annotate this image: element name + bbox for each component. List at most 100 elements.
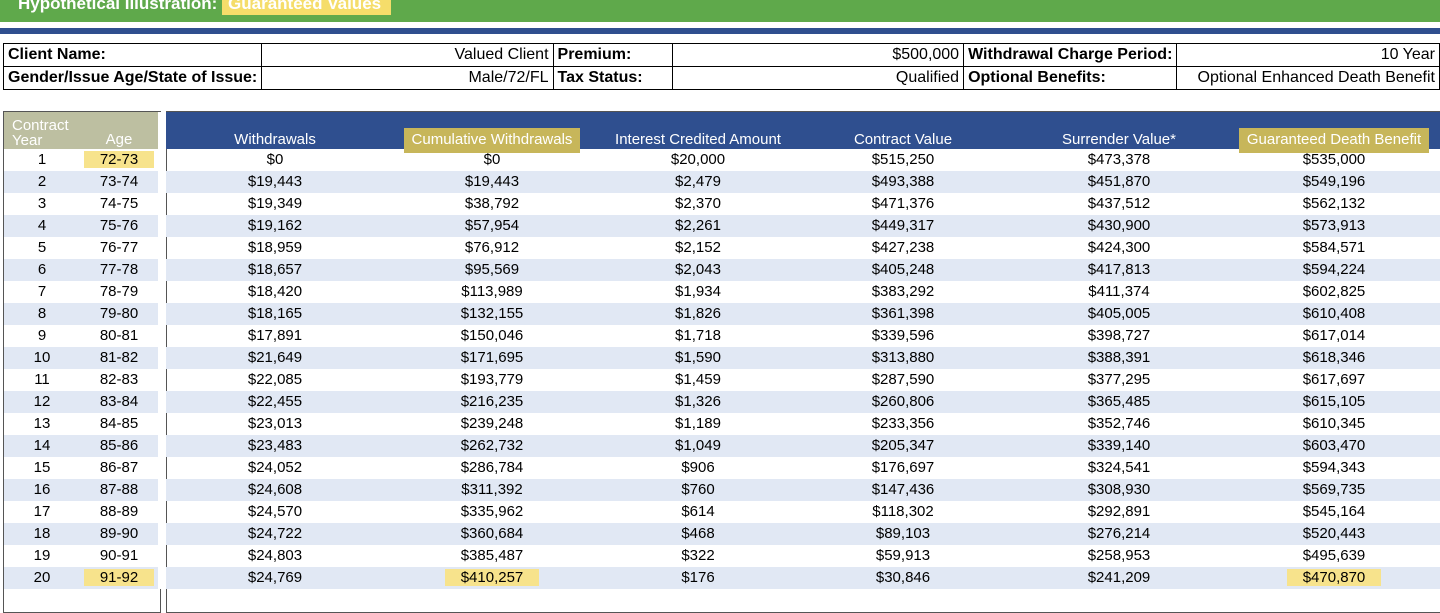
contract-year-value: 6 <box>37 261 47 278</box>
surrender-value-value: $276,214 <box>1087 525 1151 542</box>
contract-value-value: $176,697 <box>871 459 935 476</box>
guaranteed-death-benefit-cell: $594,343 <box>1228 457 1440 479</box>
cumulative-withdrawals-value: $113,989 <box>461 283 523 300</box>
interest-credited-cell: $760 <box>600 479 796 501</box>
cumulative-withdrawals-value: $385,487 <box>460 547 524 564</box>
column-gap <box>158 171 166 193</box>
contract-year-cell: 15 <box>4 457 80 479</box>
guaranteed-death-benefit-cell: $569,735 <box>1228 479 1440 501</box>
surrender-value-cell: $324,541 <box>1010 457 1228 479</box>
contract-year-cell: 18 <box>4 523 80 545</box>
withdrawals-value: $18,959 <box>247 239 303 256</box>
withdrawals-cell: $19,349 <box>166 193 384 215</box>
guaranteed-death-benefit-cell: $470,870 <box>1228 567 1440 589</box>
cumulative-withdrawals-header: Cumulative Withdrawals <box>384 112 600 153</box>
surrender-value-cell: $339,140 <box>1010 435 1228 457</box>
withdrawals-value: $24,722 <box>247 525 303 542</box>
age-value: 91-92 <box>83 569 155 586</box>
table-row: 14 85-86 $23,483 $262,732 $1,049 $205,347 $339… <box>4 435 1440 457</box>
age-value: 74-75 <box>99 195 139 212</box>
guaranteed-death-benefit-value: $615,105 <box>1302 393 1366 410</box>
surrender-value-value: $451,870 <box>1087 173 1151 190</box>
guaranteed-death-benefit-value: $594,224 <box>1302 261 1366 278</box>
contract-year-value: 15 <box>33 459 51 476</box>
withdrawals-value: $19,349 <box>247 195 303 212</box>
guaranteed-death-benefit-cell: $520,443 <box>1228 523 1440 545</box>
client-name-label: Client Name: <box>2 43 263 67</box>
contract-year-cell: 13 <box>4 413 80 435</box>
contract-year-value: 19 <box>33 547 51 564</box>
guaranteed-death-benefit-value: $545,164 <box>1302 503 1366 520</box>
age-cell: 72-73 <box>80 149 158 171</box>
age-value: 79-80 <box>99 305 139 322</box>
guaranteed-death-benefit-value: $594,343 <box>1302 459 1366 476</box>
surrender-value-cell: $405,005 <box>1010 303 1228 325</box>
interest-credited-value: $2,479 <box>675 173 721 190</box>
withdrawals-cell: $18,959 <box>166 237 384 259</box>
surrender-value-value: $473,378 <box>1087 151 1151 168</box>
cumulative-withdrawals-cell: $19,443 <box>384 171 600 193</box>
table-row: 7 78-79 $18,420 $113,989 $1,934 $383,292 $411,… <box>4 281 1440 303</box>
table-row: 20 91-92 $24,769 $410,257 $176 $30,846 $241,20… <box>4 567 1440 589</box>
interest-credited-cell: $906 <box>600 457 796 479</box>
contract-year-cell: 8 <box>4 303 80 325</box>
guaranteed-death-benefit-value: $470,870 <box>1286 569 1382 586</box>
contract-value-value: $313,880 <box>871 349 935 366</box>
cumulative-withdrawals-value: $335,962 <box>460 503 524 520</box>
surrender-value-cell: $365,485 <box>1010 391 1228 413</box>
interest-credited-cell: $176 <box>600 567 796 589</box>
client-name-value: Valued Client <box>261 43 554 67</box>
surrender-value-cell: $398,727 <box>1010 325 1228 347</box>
column-gap <box>158 193 166 215</box>
surrender-value-cell: $473,378 <box>1010 149 1228 171</box>
surrender-value-header: Surrender Value* <box>1010 112 1228 149</box>
cumulative-withdrawals-value: $239,248 <box>460 415 524 432</box>
withdrawals-cell: $22,085 <box>166 369 384 391</box>
table-row: 9 80-81 $17,891 $150,046 $1,718 $339,596 $398,… <box>4 325 1440 347</box>
surrender-value-value: $339,140 <box>1087 437 1151 454</box>
tax-status-value: Qualified <box>672 66 965 90</box>
withdrawals-cell: $24,803 <box>166 545 384 567</box>
info-row: Client Name: Valued Client Premium: $500… <box>2 43 1440 67</box>
column-gap <box>158 501 166 523</box>
contract-value-cell: $59,913 <box>796 545 1010 567</box>
withdrawals-value: $24,052 <box>247 459 303 476</box>
cumulative-withdrawals-value: $76,912 <box>464 239 520 256</box>
surrender-value-cell: $258,953 <box>1010 545 1228 567</box>
tax-status-label: Tax Status: <box>552 66 674 90</box>
cumulative-withdrawals-cell: $76,912 <box>384 237 600 259</box>
page-title: Hypothetical Illustration: Guaranteed Va… <box>18 0 392 15</box>
contract-value-value: $260,806 <box>871 393 935 410</box>
age-value: 73-74 <box>99 173 139 190</box>
surrender-value-value: $258,953 <box>1087 547 1151 564</box>
guaranteed-death-benefit-cell: $495,639 <box>1228 545 1440 567</box>
surrender-value-cell: $276,214 <box>1010 523 1228 545</box>
age-cell: 83-84 <box>80 391 158 413</box>
table-row: 1 72-73 $0 $0 $20,000 $515,250 $473,378 $535,00… <box>4 149 1440 171</box>
interest-credited-value: $2,043 <box>675 261 721 278</box>
interest-credited-value: $2,261 <box>675 217 721 234</box>
surrender-value-cell: $292,891 <box>1010 501 1228 523</box>
interest-credited-value: $1,590 <box>675 349 721 366</box>
guaranteed-death-benefit-value: $562,132 <box>1302 195 1366 212</box>
column-gap <box>158 479 166 501</box>
surrender-value-cell: $308,930 <box>1010 479 1228 501</box>
contract-year-cell: 11 <box>4 369 80 391</box>
interest-credited-value: $1,718 <box>675 327 721 344</box>
age-cell: 74-75 <box>80 193 158 215</box>
guaranteed-death-benefit-value: $549,196 <box>1302 173 1366 190</box>
optional-benefits-value: Optional Enhanced Death Benefit <box>1176 66 1440 90</box>
table-row: 3 74-75 $19,349 $38,792 $2,370 $471,376 $437,5… <box>4 193 1440 215</box>
surrender-value-cell: $411,374 <box>1010 281 1228 303</box>
contract-value-cell: $361,398 <box>796 303 1010 325</box>
age-value: 87-88 <box>99 481 139 498</box>
interest-credited-value: $1,189 <box>675 415 721 432</box>
age-cell: 91-92 <box>80 567 158 589</box>
surrender-value-value: $437,512 <box>1087 195 1151 212</box>
age-value: 85-86 <box>99 437 139 454</box>
contract-value-cell: $515,250 <box>796 149 1010 171</box>
contract-value-cell: $30,846 <box>796 567 1010 589</box>
guaranteed-death-benefit-value: $602,825 <box>1302 283 1366 300</box>
withdrawals-value: $24,769 <box>247 569 303 586</box>
age-cell: 79-80 <box>80 303 158 325</box>
